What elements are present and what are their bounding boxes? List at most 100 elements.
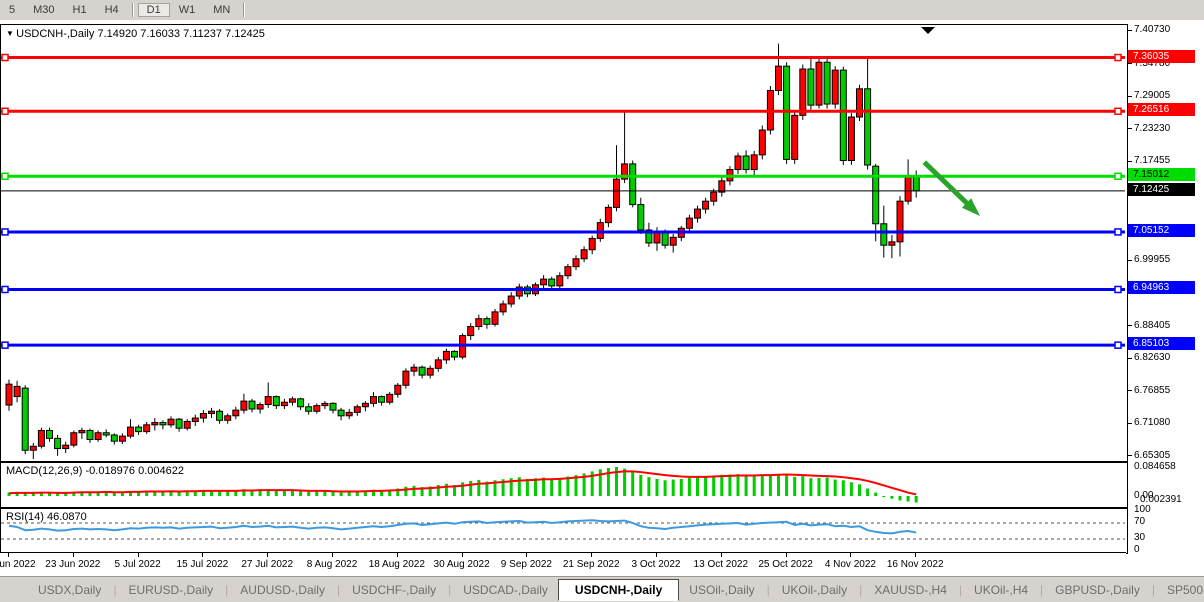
symbol-tab-gbpusd[interactable]: GBPUSD-,Daily	[1055, 582, 1140, 597]
symbol-tab-eurusd[interactable]: EURUSD-,Daily	[128, 582, 214, 597]
candle-body	[183, 420, 191, 429]
x-axis-tick-mark	[267, 553, 269, 557]
timeframe-button-5[interactable]: 5	[9, 4, 16, 16]
candle-body	[823, 61, 831, 105]
symbol-tab-usoil[interactable]: USOil-,Daily	[689, 582, 755, 597]
line-endpoint-handle[interactable]	[1114, 172, 1122, 181]
line-endpoint-handle[interactable]	[1, 341, 9, 349]
candle-body	[540, 278, 548, 286]
line-endpoint-handle[interactable]	[1114, 341, 1122, 349]
candle	[29, 442, 37, 459]
rsi-line-chart	[1, 519, 1125, 540]
line-endpoint-handle[interactable]	[1, 53, 9, 62]
chart-symbol-label: USDCNH-,Daily	[16, 28, 95, 40]
symbol-tab-audusd[interactable]: AUDUSD-,Daily	[240, 582, 325, 597]
macd-histogram-bar	[687, 477, 691, 496]
trend-arrow-shaft[interactable]	[922, 160, 975, 211]
candle-body	[29, 445, 37, 451]
candle-body	[515, 286, 523, 297]
candle-body	[118, 435, 126, 442]
candle-body	[240, 400, 248, 411]
symbol-tab-xauusd[interactable]: XAUUSD-,H4	[874, 582, 947, 597]
price-chart-panel[interactable]: ▼ USDCNH-,Daily 7.14920 7.16033 7.11237 …	[0, 24, 1128, 462]
candle-body	[710, 191, 718, 202]
candle-body	[208, 410, 215, 415]
line-endpoint-handle[interactable]	[1, 228, 9, 236]
candle	[272, 395, 280, 410]
macd-panel[interactable]: MACD(12,26,9) -0.018976 0.004622	[0, 462, 1128, 508]
candle-body	[807, 68, 815, 106]
macd-histogram-bar	[720, 474, 724, 496]
x-axis-tick-mark	[526, 553, 528, 557]
candle-body	[451, 350, 458, 358]
macd-signal-value: 0.004622	[138, 465, 184, 477]
candle	[483, 316, 491, 329]
line-endpoint-handle[interactable]	[1, 172, 9, 181]
candle	[394, 383, 402, 398]
symbol-tab-sp500[interactable]: SP500-,H4	[1166, 582, 1204, 597]
candlestick-chart[interactable]	[1, 25, 1125, 459]
candle-body	[110, 434, 118, 442]
macd-histogram-bar	[890, 496, 894, 499]
candle-body	[353, 406, 361, 413]
macd-histogram-bar	[104, 491, 108, 496]
timeframe-button-w1[interactable]: W1	[178, 4, 196, 16]
macd-histogram-bar	[80, 491, 84, 496]
symbol-tab-ukoil[interactable]: UKOil-,H4	[974, 582, 1029, 597]
timeframe-button-h1[interactable]: H1	[72, 4, 87, 16]
candle	[370, 392, 377, 407]
symbol-tab-ukoil[interactable]: UKOil-,Daily	[781, 582, 848, 597]
macd-signal-line	[8, 470, 917, 496]
macd-histogram-bar	[590, 471, 594, 496]
date-axis[interactable]: 13 Jun 2022 23 Jun 2022 5 Jul 2022 15 Jul 2…	[0, 552, 1126, 577]
macd-histogram-bar	[226, 490, 230, 496]
macd-histogram-bar	[817, 477, 821, 496]
candle-body	[361, 402, 369, 408]
timeframe-button-h4[interactable]: H4	[104, 4, 119, 16]
candle	[580, 246, 588, 263]
x-axis-tick-mark	[332, 553, 333, 557]
candle-body	[912, 176, 920, 192]
trend-arrow-head-icon[interactable]	[961, 198, 981, 217]
candle	[734, 152, 742, 175]
candle-body	[127, 426, 134, 437]
symbol-tab-usdcad[interactable]: USDCAD-,Daily	[463, 582, 548, 597]
candle-body	[167, 418, 175, 426]
line-endpoint-handle[interactable]	[1114, 285, 1122, 294]
macd-histogram-bar	[671, 479, 675, 496]
macd-histogram-bar	[242, 489, 246, 496]
candle	[86, 428, 94, 443]
timeframe-button-m30[interactable]: M30	[33, 4, 55, 16]
symbol-tab-usdx[interactable]: USDX,Daily	[38, 582, 102, 597]
candle-body	[159, 422, 167, 426]
line-endpoint-handle[interactable]	[1, 285, 9, 294]
toolbar-separator	[131, 3, 134, 17]
x-axis-tick-mark	[72, 553, 74, 557]
candle	[321, 401, 329, 410]
line-endpoint-handle[interactable]	[1114, 107, 1122, 116]
macd-histogram-bar	[550, 478, 554, 496]
candle-body	[264, 396, 272, 405]
candle	[685, 214, 693, 232]
symbol-tab-usdcnh[interactable]: USDCNH-,Daily	[557, 578, 680, 601]
symbol-tab-usdchf[interactable]: USDCHF-,Daily	[352, 582, 437, 597]
x-axis-tick-mark	[461, 553, 463, 557]
candle	[637, 197, 645, 234]
line-endpoint-handle[interactable]	[1, 107, 9, 116]
macd-histogram-bar	[558, 477, 562, 496]
line-endpoint-handle[interactable]	[1114, 228, 1122, 236]
macd-axis-min-label: 0.002391	[1140, 494, 1182, 505]
candle	[199, 410, 207, 423]
candle-body	[491, 311, 499, 325]
chart-shift-marker-icon[interactable]	[921, 27, 935, 34]
timeframe-button-d1[interactable]: D1	[137, 3, 170, 17]
candle-body	[564, 266, 572, 277]
symbol-dropdown-arrow-icon[interactable]: ▼	[6, 29, 17, 38]
rsi-panel[interactable]: RSI(14) 46.0870	[0, 508, 1128, 554]
candle-body	[637, 204, 645, 231]
timeframe-button-mn[interactable]: MN	[213, 4, 231, 16]
price-level-badge: 7.36035	[1128, 49, 1195, 63]
line-endpoint-handle[interactable]	[1114, 53, 1122, 62]
candle	[232, 406, 240, 420]
candle-body	[297, 398, 305, 408]
